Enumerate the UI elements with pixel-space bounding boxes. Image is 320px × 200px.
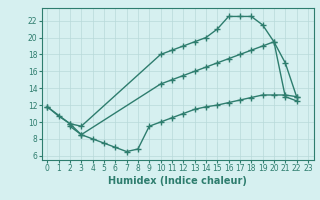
X-axis label: Humidex (Indice chaleur): Humidex (Indice chaleur)	[108, 176, 247, 186]
